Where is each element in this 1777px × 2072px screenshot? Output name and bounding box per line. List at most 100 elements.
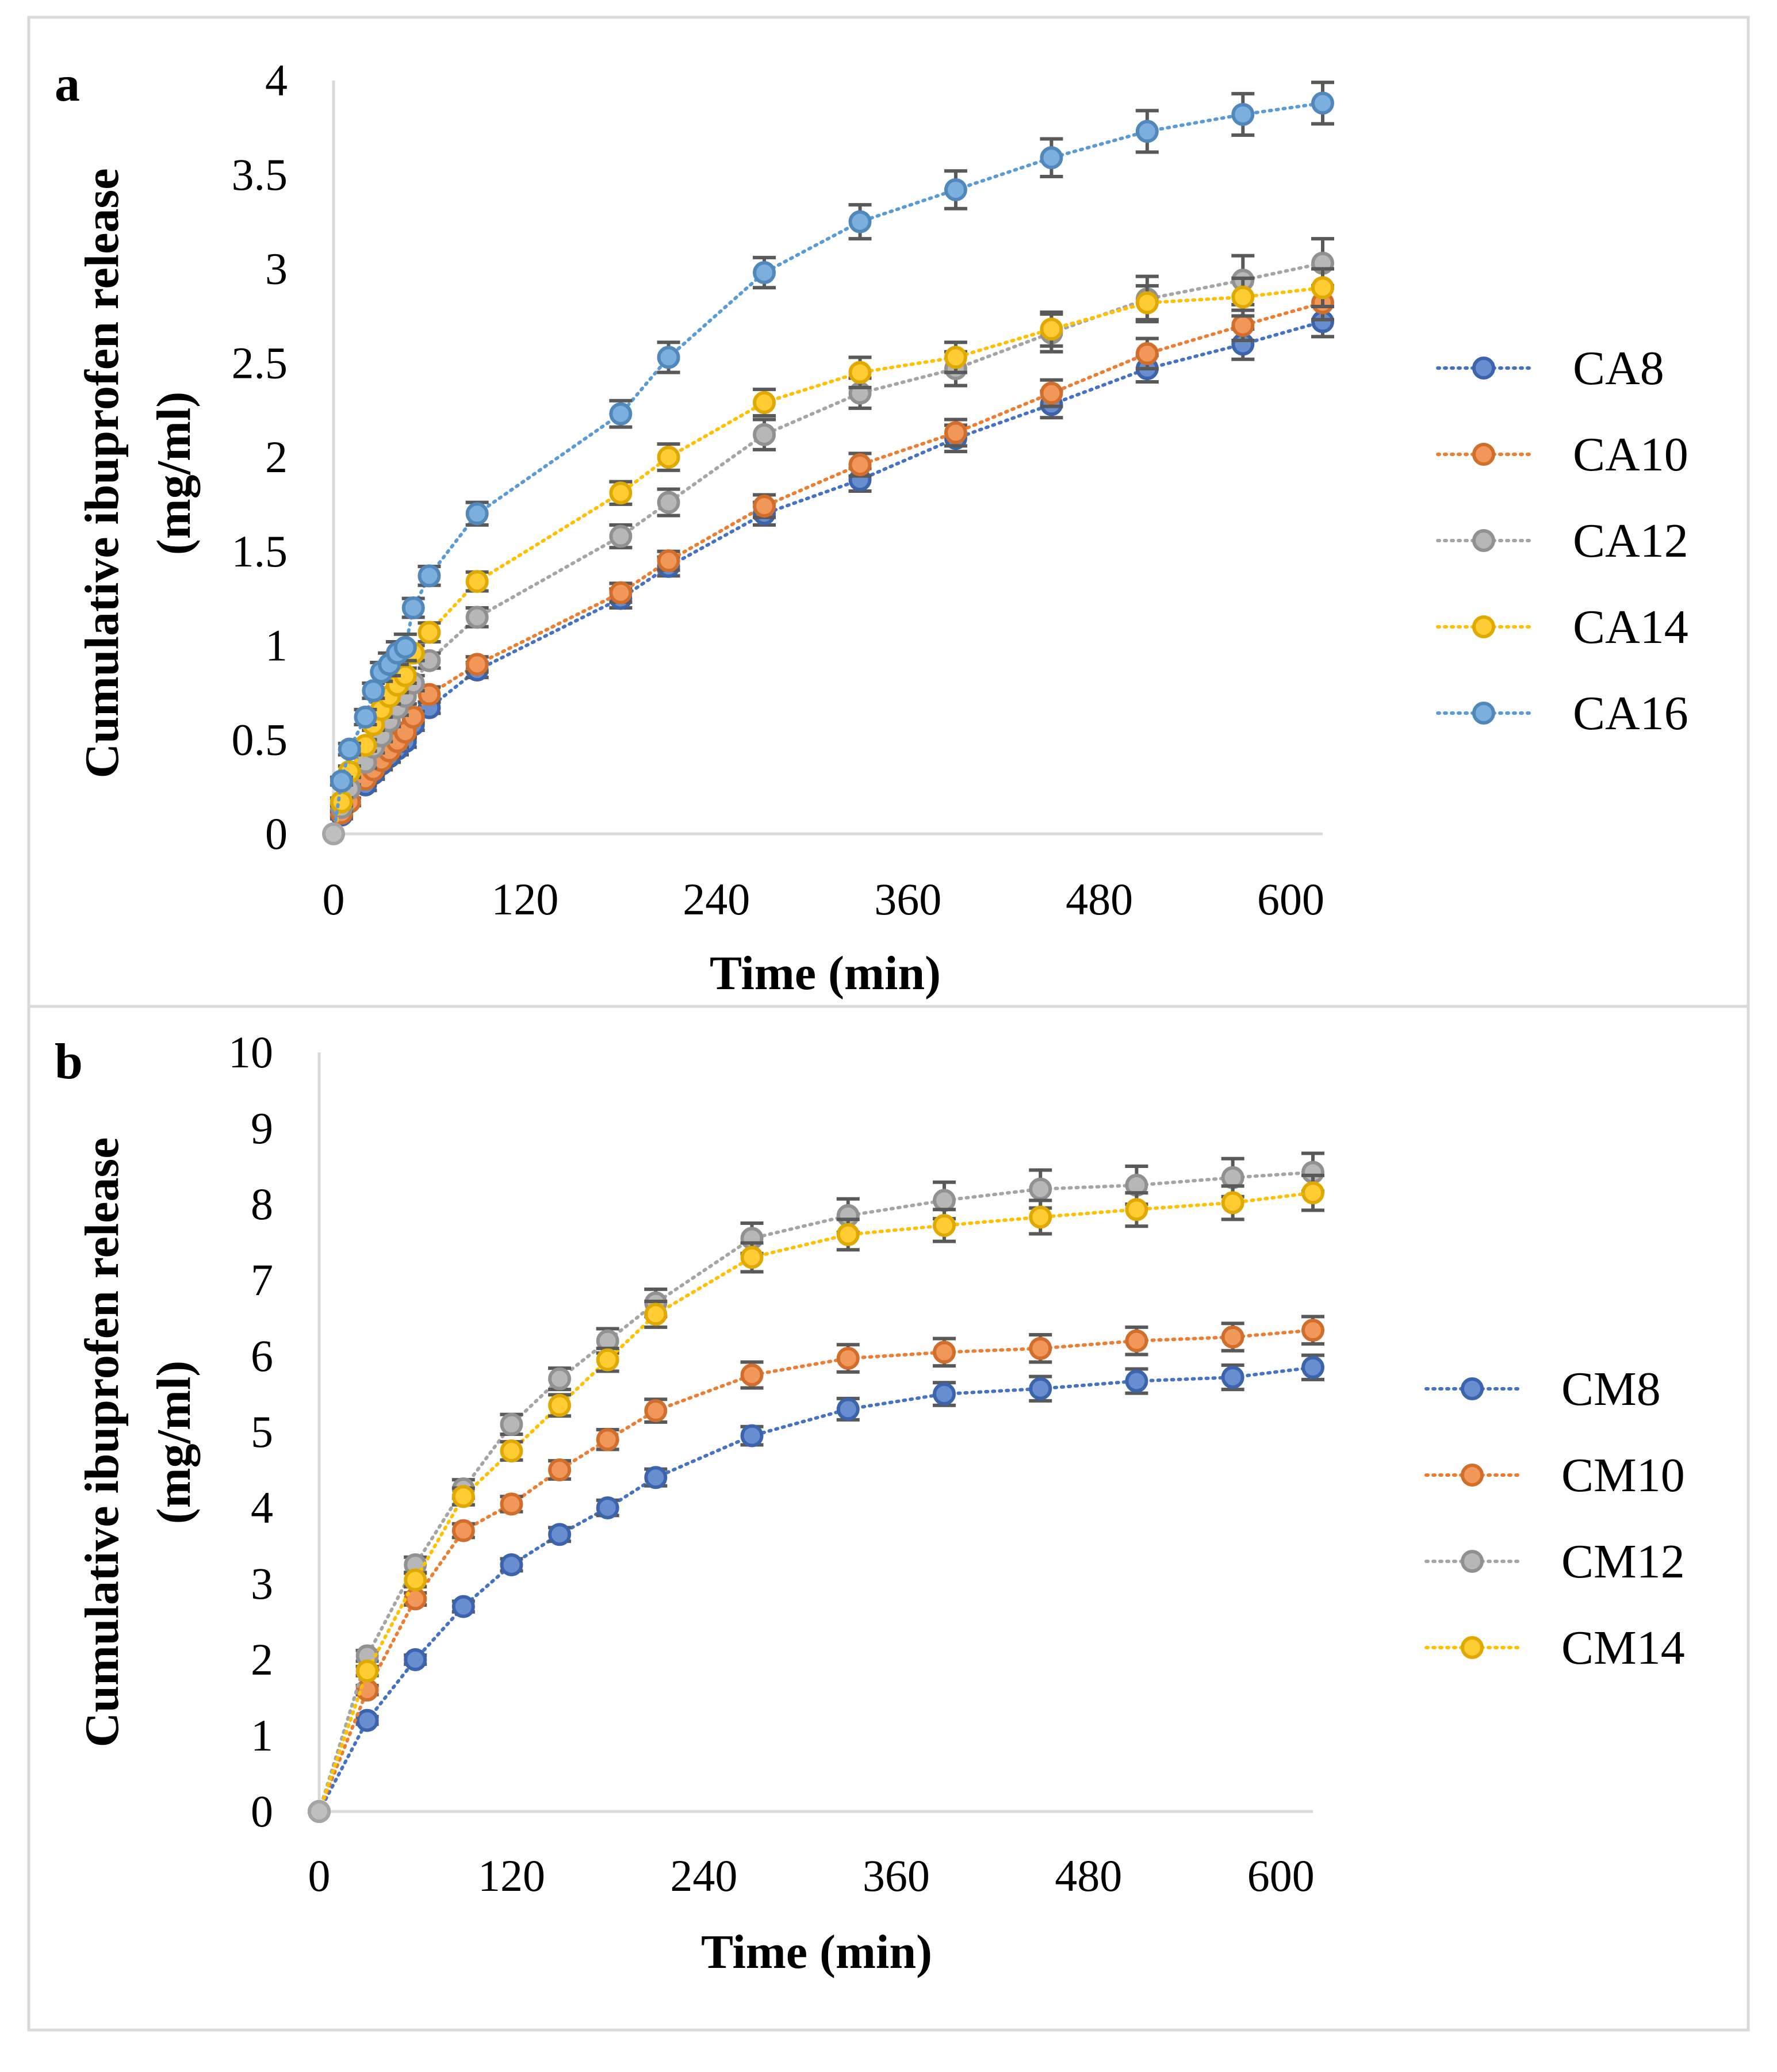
panel-b-x-tick-label: 480	[1055, 1851, 1122, 1901]
data-point-cm14	[932, 1213, 956, 1237]
data-point-cm10	[355, 1678, 379, 1702]
data-point-ca14	[1135, 291, 1159, 315]
panel-a-y-tick-label: 1	[265, 621, 288, 671]
data-point-cm10	[740, 1364, 764, 1387]
panel-b-frame	[27, 1005, 1750, 2032]
series-ca12	[330, 237, 1334, 836]
data-point-cm10	[596, 1428, 619, 1451]
series-line-ca12	[332, 261, 1324, 836]
data-point-cm14	[644, 1303, 668, 1326]
panel-a-y-tick-label: 0.5	[232, 714, 288, 764]
data-point-cm12	[1029, 1177, 1052, 1201]
data-point-cm8	[1301, 1355, 1324, 1379]
origin-point	[322, 822, 345, 845]
legend-label: CA16	[1573, 687, 1688, 740]
panel-b-x-tick-label: 120	[478, 1851, 545, 1901]
legend-label: CM8	[1561, 1362, 1661, 1416]
legend-swatch-marker	[1461, 1377, 1484, 1400]
data-point-cm8	[932, 1382, 956, 1405]
panel-b-y-tick-label: 4	[251, 1483, 273, 1533]
data-point-ca12	[753, 423, 776, 446]
data-point-cm10	[932, 1341, 956, 1364]
data-point-cm12	[500, 1412, 523, 1436]
panel-b-x-tick-label: 240	[670, 1851, 737, 1901]
panel-b-y-tick-label: 7	[251, 1255, 273, 1305]
data-point-ca12	[465, 606, 489, 629]
panel-a-x-tick-label: 600	[1257, 874, 1324, 924]
data-point-cm10	[836, 1346, 860, 1370]
plot-b: 0 1 2 3 4 5 6 7 8 9 10 0 120 240 360 480 600	[228, 1027, 1324, 1901]
data-point-ca10	[465, 653, 489, 676]
data-point-ca14	[1311, 276, 1334, 300]
data-point-ca14	[848, 361, 872, 384]
panel-a-x-tick-label: 0	[323, 874, 345, 924]
legend-item-cm12: CM12	[1424, 1535, 1685, 1588]
legend-swatch-marker	[1472, 443, 1495, 466]
panel-a-y-tick-label: 2	[265, 432, 288, 482]
origin-point	[308, 1800, 331, 1823]
legend-item-ca8: CA8	[1436, 342, 1664, 395]
data-point-cm12	[932, 1189, 956, 1212]
panel-a-y-tick-label: 2.5	[232, 338, 288, 388]
legend-swatch-marker	[1472, 529, 1495, 552]
legend-label: CA8	[1573, 342, 1664, 395]
panel-b-y-tick-label: 8	[251, 1179, 273, 1229]
panel-b-x-title: Time (min)	[701, 1925, 932, 1979]
data-point-cm10	[500, 1492, 523, 1516]
data-point-ca10	[848, 453, 872, 477]
data-point-ca14	[609, 481, 633, 505]
data-point-cm10	[1221, 1326, 1244, 1349]
data-point-ca16	[393, 635, 417, 659]
legend-swatch-marker	[1461, 1636, 1484, 1659]
panel-a-y-title-line2: (mg/ml)	[147, 392, 201, 556]
panel-b-y-title-line2: (mg/ml)	[147, 1361, 201, 1525]
data-point-cm14	[596, 1348, 619, 1372]
data-point-ca16	[465, 502, 489, 526]
data-point-ca10	[753, 495, 776, 518]
data-point-cm8	[1029, 1377, 1052, 1400]
data-point-ca10	[1135, 342, 1159, 365]
panel-b-y-tick-label: 6	[251, 1331, 273, 1381]
legend-label: CA12	[1573, 514, 1688, 568]
panel-b-y-tick-label: 0	[251, 1786, 273, 1836]
series-line-ca10	[332, 301, 1324, 836]
panel-a-x-tick-label: 120	[491, 874, 558, 924]
data-point-ca16	[753, 261, 776, 285]
data-point-ca12	[657, 491, 680, 514]
legend-label: CA10	[1573, 428, 1688, 481]
data-point-ca10	[944, 421, 967, 445]
panel-a-x-title: Time (min)	[710, 947, 941, 1000]
panel-b-label: b	[55, 1034, 83, 1090]
legend-item-ca10: CA10	[1436, 428, 1688, 481]
data-point-cm8	[451, 1595, 475, 1618]
data-point-cm12	[548, 1367, 572, 1391]
legend-item-ca12: CA12	[1436, 514, 1688, 568]
data-point-cm14	[836, 1223, 860, 1246]
data-point-cm14	[1125, 1198, 1148, 1221]
data-point-ca14	[1040, 317, 1063, 341]
legend-item-cm14: CM14	[1424, 1621, 1685, 1675]
panel-a-label: a	[55, 56, 80, 112]
data-point-ca16	[1311, 91, 1334, 115]
panel-b-x-tick-label: 0	[308, 1851, 331, 1901]
panel-a-y-title-line1: Cumulative ibuprofen release	[75, 168, 129, 779]
data-point-ca10	[1231, 313, 1255, 337]
data-point-ca16	[609, 402, 633, 426]
panel-a-y-tick-label: 1.5	[232, 526, 288, 576]
series-ca14	[330, 267, 1334, 836]
panel-b-y-title-line1: Cumulative ibuprofen release	[75, 1138, 129, 1748]
data-point-ca14	[657, 446, 680, 469]
data-point-cm14	[451, 1485, 475, 1508]
data-point-cm14	[355, 1659, 379, 1683]
panel-b-y-tick-label: 3	[251, 1558, 273, 1608]
data-point-cm10	[451, 1519, 475, 1542]
data-point-cm10	[1029, 1336, 1052, 1360]
legend-label: CM10	[1561, 1449, 1685, 1502]
data-point-cm14	[404, 1568, 427, 1592]
data-point-ca16	[338, 737, 361, 761]
legend-swatch-marker	[1461, 1550, 1484, 1573]
data-point-cm8	[1221, 1365, 1244, 1389]
series-line-cm12	[317, 1170, 1315, 1813]
data-point-cm10	[1125, 1329, 1148, 1353]
